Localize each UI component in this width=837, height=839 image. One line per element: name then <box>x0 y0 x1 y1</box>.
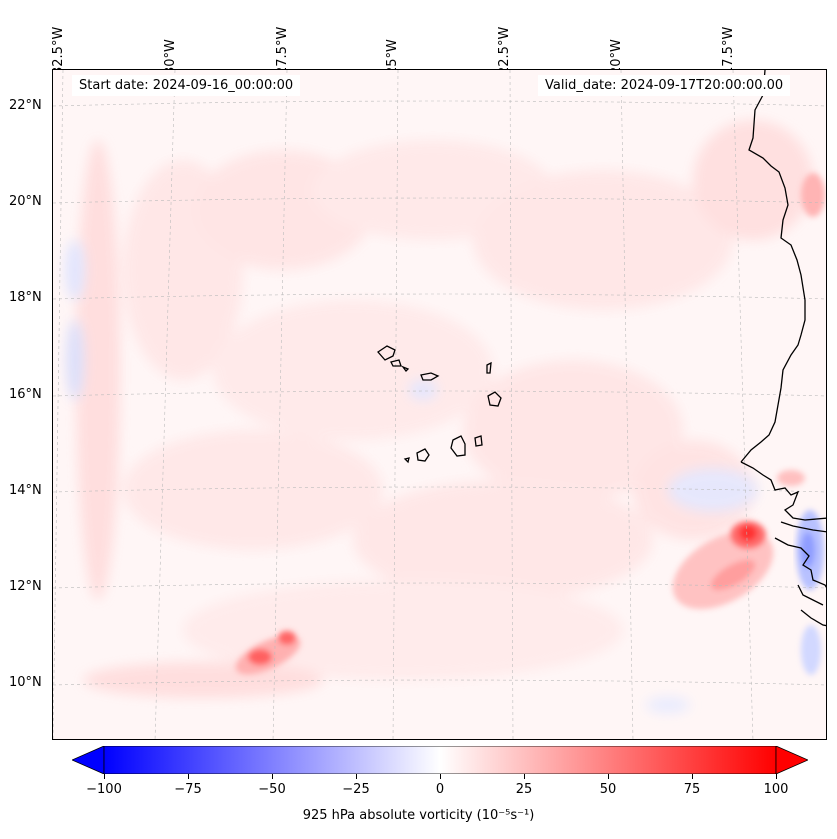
lat-label-14n: 14°N <box>9 483 42 498</box>
map-canvas <box>53 70 826 739</box>
colorbar-tick-label: −100 <box>86 782 122 797</box>
colorbar-tickmark <box>776 774 777 779</box>
colorbar-extend-min <box>72 746 105 774</box>
colorbar-tickmark <box>188 774 189 779</box>
vorticity-field-positive-patches <box>76 120 813 698</box>
lat-label-12n: 12°N <box>9 579 42 594</box>
lat-label-22n: 22°N <box>9 98 42 113</box>
lat-label-20n: 20°N <box>9 194 42 209</box>
colorbar-extend-max <box>775 746 808 774</box>
colorbar-tick-label: −25 <box>342 782 370 797</box>
lon-label-17.5w: 17.5°W <box>721 26 736 75</box>
lon-label-22.5w: 22.5°W <box>497 26 512 75</box>
colorbar-tick-label: 0 <box>435 782 445 797</box>
vorticity-maxima <box>235 173 825 675</box>
lat-label-16n: 16°N <box>9 387 42 402</box>
colorbar <box>72 746 808 774</box>
colorbar-tickmark <box>356 774 357 779</box>
vorticity-field-negative-patches <box>65 240 758 713</box>
colorbar-tick-label: 100 <box>763 782 789 797</box>
colorbar-label: 925 hPa absolute vorticity (10⁻⁵s⁻¹) <box>302 808 535 823</box>
colorbar-tick-label: 75 <box>683 782 701 797</box>
lon-label-32.5w: 32.5°W <box>51 26 66 75</box>
vorticity-map[interactable] <box>52 69 827 740</box>
colorbar-tick-label: −75 <box>174 782 202 797</box>
lat-label-10n: 10°N <box>9 675 42 690</box>
start-date-label: Start date: 2024-09-16_00:00:00 <box>72 75 301 96</box>
lon-label-27.5w: 27.5°W <box>275 26 290 75</box>
colorbar-tickmark <box>692 774 693 779</box>
colorbar-tick-label: 25 <box>515 782 533 797</box>
colorbar-tickmark <box>608 774 609 779</box>
colorbar-tick-label: −50 <box>258 782 286 797</box>
cape-verde-islands <box>377 345 502 464</box>
colorbar-tickmark <box>104 774 105 779</box>
colorbar-tick-label: 50 <box>599 782 617 797</box>
colorbar-tickmark <box>272 774 273 779</box>
graticule <box>53 70 826 739</box>
colorbar-tickmark <box>524 774 525 779</box>
valid-date-label: Valid_date: 2024-09-17T20:00:00.00 <box>538 75 791 96</box>
coastline <box>740 70 826 627</box>
colorbar-gradient <box>103 746 777 774</box>
lat-label-18n: 18°N <box>9 290 42 305</box>
colorbar-tickmark <box>440 774 441 779</box>
